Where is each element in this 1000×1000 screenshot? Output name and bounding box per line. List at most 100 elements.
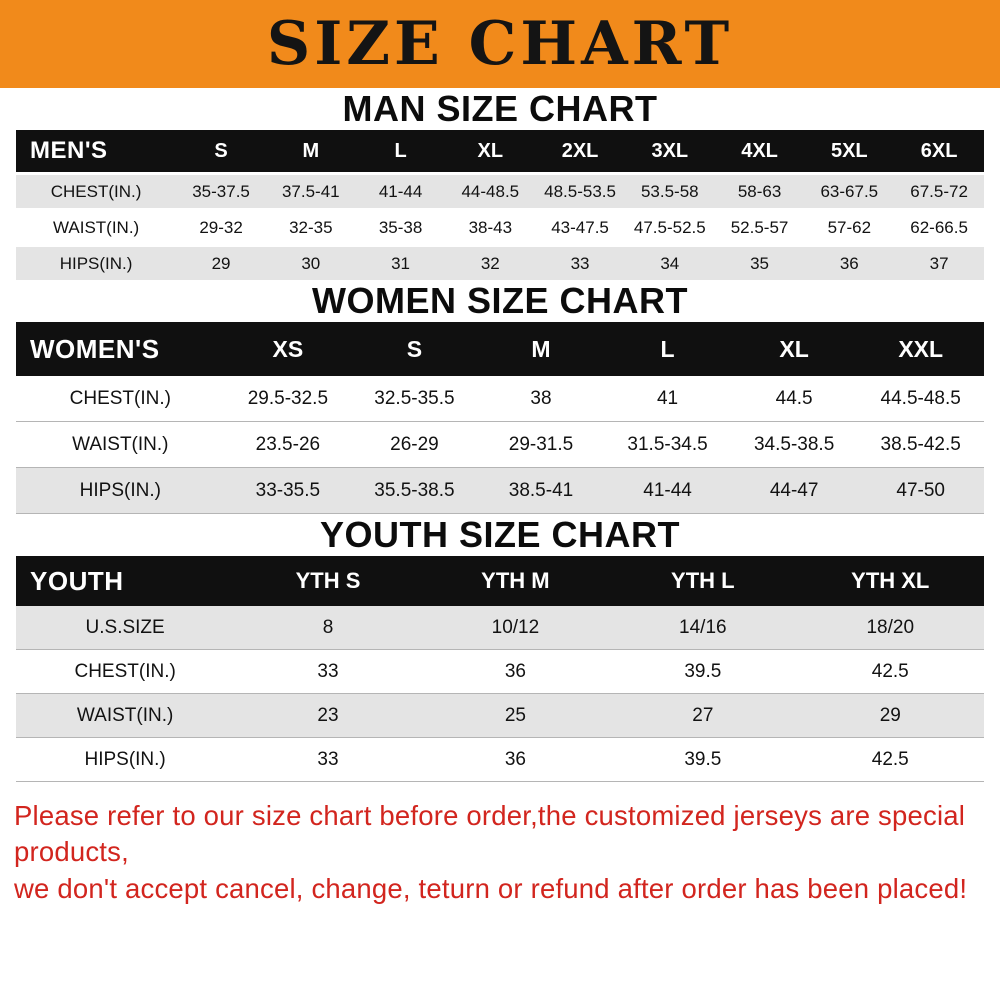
value-cell: 44-48.5 bbox=[461, 181, 520, 201]
value-cell: 29.5-32.5 bbox=[247, 387, 329, 409]
value-cell: 33 bbox=[570, 253, 590, 273]
table-row: CHEST(IN.) 35-37.5 37.5-41 41-44 44-48.5 48.5… bbox=[16, 173, 984, 210]
value-cell: 32.5-35.5 bbox=[374, 387, 455, 409]
value-cell: 38.5-41 bbox=[508, 479, 574, 501]
value-cell: 43-47.5 bbox=[551, 217, 609, 237]
size-header-cell: XS bbox=[224, 322, 352, 376]
size-header-cell: 2XL bbox=[535, 130, 625, 174]
value-cell: 29 bbox=[879, 704, 901, 726]
size-header-cell: YTH S bbox=[234, 556, 422, 606]
value-cell: 37 bbox=[929, 253, 949, 273]
value-cell: 44-47 bbox=[769, 479, 819, 501]
value-cell: 30 bbox=[301, 253, 321, 273]
header-row: YOUTH YTH S YTH M YTH L YTH XL bbox=[16, 556, 984, 606]
value-cell: 32 bbox=[480, 253, 500, 273]
value-cell: 53.5-58 bbox=[640, 181, 699, 201]
row-label-cell: WAIST(IN.) bbox=[72, 433, 169, 455]
value-cell: 62-66.5 bbox=[910, 217, 968, 237]
table-row: WAIST(IN.) 23.5-26 26-29 29-31.5 31.5-34.5 34… bbox=[16, 422, 984, 468]
value-cell: 47-50 bbox=[896, 479, 945, 501]
value-cell: 35.5-38.5 bbox=[374, 479, 455, 501]
value-cell: 10/12 bbox=[491, 616, 540, 638]
value-cell: 44.5-48.5 bbox=[880, 387, 961, 409]
row-label-cell: U.S.SIZE bbox=[85, 616, 165, 638]
row-label-cell: WAIST(IN.) bbox=[52, 217, 140, 237]
value-cell: 37.5-41 bbox=[281, 181, 340, 201]
size-header-cell: 3XL bbox=[624, 130, 715, 174]
table-title-cell: WOMEN'S bbox=[16, 322, 225, 376]
footer-notice: Please refer to our size chart before or… bbox=[14, 798, 986, 907]
value-cell: 34.5-38.5 bbox=[753, 433, 835, 455]
value-cell: 42.5 bbox=[871, 660, 909, 682]
size-header-cell: XL bbox=[730, 322, 858, 376]
row-label-cell: WAIST(IN.) bbox=[76, 704, 174, 726]
table-row: U.S.SIZE 8 10/12 14/16 18/20 bbox=[16, 606, 984, 650]
men-section-heading: MAN SIZE CHART bbox=[342, 88, 658, 129]
value-cell: 36 bbox=[504, 748, 526, 770]
table-title-cell: YOUTH bbox=[16, 556, 235, 606]
value-cell: 35-38 bbox=[378, 217, 423, 237]
size-header-cell: YTH M bbox=[421, 556, 610, 606]
row-label-cell: CHEST(IN.) bbox=[74, 660, 176, 682]
table-row: HIPS(IN.) 33 36 39.5 42.5 bbox=[16, 738, 984, 782]
size-header-cell: L bbox=[604, 322, 731, 376]
value-cell: 41 bbox=[656, 387, 679, 409]
notice-line-2: we don't accept cancel, change, teturn o… bbox=[14, 872, 968, 904]
value-cell: 36 bbox=[839, 253, 859, 273]
value-cell: 27 bbox=[692, 704, 714, 726]
value-cell: 38 bbox=[530, 387, 552, 409]
table-title-cell: MEN'S bbox=[16, 130, 177, 174]
value-cell: 58-63 bbox=[737, 181, 782, 201]
value-cell: 52.5-57 bbox=[730, 217, 789, 237]
size-header-cell: 5XL bbox=[804, 130, 895, 174]
value-cell: 38-43 bbox=[468, 217, 513, 237]
value-cell: 31 bbox=[391, 253, 411, 273]
value-cell: 33 bbox=[317, 748, 339, 770]
men-section: MAN SIZE CHART MEN'S S M L XL 2XL 3XL 4XL 5XL 6XL… bbox=[0, 88, 1000, 280]
value-cell: 31.5-34.5 bbox=[627, 433, 708, 455]
value-cell: 36 bbox=[504, 660, 526, 682]
youth-section-heading: YOUTH SIZE CHART bbox=[319, 514, 680, 555]
value-cell: 47.5-52.5 bbox=[633, 217, 706, 237]
size-header-cell: 6XL bbox=[894, 130, 984, 174]
value-cell: 57-62 bbox=[827, 217, 872, 237]
table-row: WAIST(IN.) 23 25 27 29 bbox=[16, 693, 984, 738]
row-label-cell: HIPS(IN.) bbox=[84, 748, 166, 770]
header-row: MEN'S S M L XL 2XL 3XL 4XL 5XL 6XL bbox=[16, 130, 984, 174]
value-cell: 32-35 bbox=[289, 217, 333, 237]
value-cell: 8 bbox=[322, 616, 334, 638]
value-cell: 29-31.5 bbox=[508, 433, 574, 455]
value-cell: 29 bbox=[211, 253, 231, 273]
value-cell: 67.5-72 bbox=[910, 181, 968, 201]
header-row: WOMEN'S XS S M L XL XXL bbox=[16, 322, 984, 376]
table-row: HIPS(IN.) 33-35.5 35.5-38.5 38.5-41 41-44 44-… bbox=[16, 467, 984, 514]
value-cell: 26-29 bbox=[390, 433, 439, 455]
row-label-cell: HIPS(IN.) bbox=[79, 479, 161, 501]
women-size-table: WOMEN'S XS S M L XL XXL CHEST(IN.) 29.5-32.5 32.5… bbox=[16, 322, 984, 514]
size-chart-page: SIZE CHART MAN SIZE CHART MEN'S S M L XL 2XL 3… bbox=[0, 0, 1000, 907]
value-cell: 63-67.5 bbox=[820, 181, 879, 201]
row-label-cell: HIPS(IN.) bbox=[59, 253, 133, 273]
size-header-cell: YTH L bbox=[609, 556, 797, 606]
size-header-cell: M bbox=[477, 322, 605, 376]
table-row: CHEST(IN.) 29.5-32.5 32.5-35.5 38 41 44.5 44.5… bbox=[16, 376, 984, 422]
size-header-cell: XL bbox=[445, 130, 536, 174]
youth-section: YOUTH SIZE CHART YOUTH YTH S YTH M YTH L YTH… bbox=[0, 514, 1000, 782]
value-cell: 23 bbox=[317, 704, 339, 726]
notice-line-1: Please refer to our size chart before or… bbox=[14, 800, 966, 868]
value-cell: 23.5-26 bbox=[255, 433, 321, 455]
women-section: WOMEN SIZE CHART WOMEN'S XS S M L XL XXL CHEST(… bbox=[0, 280, 1000, 514]
size-header-cell: YTH XL bbox=[796, 556, 984, 606]
table-row: WAIST(IN.) 29-32 32-35 35-38 38-43 43-47.5 47.… bbox=[16, 209, 984, 246]
men-size-table: MEN'S S M L XL 2XL 3XL 4XL 5XL 6XL CHEST(IN.) 35-37… bbox=[16, 130, 984, 280]
value-cell: 48.5-53.5 bbox=[544, 181, 616, 201]
value-cell: 39.5 bbox=[684, 660, 722, 682]
value-cell: 34 bbox=[660, 253, 680, 273]
page-title: SIZE CHART bbox=[266, 9, 734, 79]
table-row: CHEST(IN.) 33 36 39.5 42.5 bbox=[16, 650, 984, 694]
size-header-cell: 4XL bbox=[714, 130, 805, 174]
row-label-cell: CHEST(IN.) bbox=[69, 387, 171, 409]
value-cell: 41-44 bbox=[378, 181, 423, 201]
value-cell: 25 bbox=[504, 704, 526, 726]
value-cell: 29-32 bbox=[199, 217, 243, 237]
